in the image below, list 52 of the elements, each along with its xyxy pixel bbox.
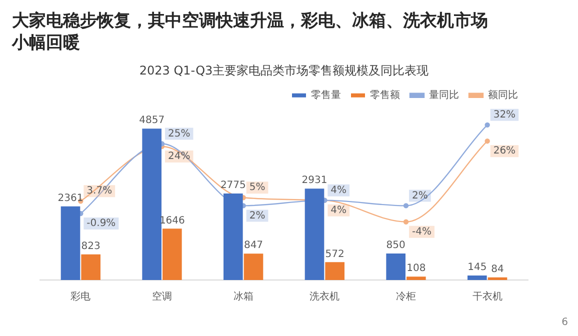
data-label: 4% [330, 204, 347, 216]
data-label: 847 [244, 240, 264, 252]
bar [142, 128, 162, 280]
legend-label: 零售额 [370, 88, 400, 101]
data-label: 2361 [58, 192, 84, 204]
x-tick-label: 洗衣机 [310, 290, 340, 303]
data-label: 145 [468, 262, 487, 274]
data-label: 5% [249, 182, 266, 194]
data-label: 2% [249, 210, 266, 222]
data-label: 108 [406, 263, 426, 274]
x-tick-label: 干衣机 [472, 290, 502, 303]
bar [60, 206, 80, 280]
bar [386, 254, 406, 280]
bar [162, 228, 182, 280]
chart-title: 大家电稳步恢复，其中空调快速升温，彩电、冰箱、洗衣机市场小幅回暖 [12, 10, 489, 54]
data-label: 823 [81, 240, 100, 252]
data-label: 26% [493, 146, 516, 157]
data-label: 4857 [139, 115, 165, 126]
x-tick-label: 空调 [152, 290, 172, 303]
point [403, 219, 409, 224]
data-label: 2% [412, 190, 428, 202]
bar [244, 254, 264, 280]
data-label: 84 [491, 264, 504, 275]
x-tick-label: 冷柜 [396, 290, 416, 303]
data-label: -0.9% [86, 218, 116, 230]
data-label: 850 [386, 240, 406, 252]
bar [224, 193, 243, 280]
legend-label: 额同比 [488, 88, 518, 101]
legend-label: 量同比 [429, 88, 459, 101]
point [484, 138, 490, 144]
data-label: -4% [412, 226, 432, 238]
bar [406, 276, 426, 280]
point [484, 122, 490, 128]
data-label: 4% [330, 184, 347, 196]
text: 6 [562, 317, 568, 328]
bar [488, 277, 508, 280]
legend-label: 零售量 [311, 88, 341, 101]
bar [81, 254, 100, 280]
bar [304, 188, 324, 280]
data-label: 3.7% [86, 186, 112, 197]
data-label: 24% [168, 151, 190, 162]
x-tick-label: 彩电 [70, 290, 91, 303]
data-label: 25% [168, 128, 190, 140]
bar [325, 262, 344, 280]
point [403, 203, 409, 208]
data-label: 572 [325, 248, 344, 260]
data-label: 2775 [220, 180, 246, 192]
x-tick-label: 冰箱 [233, 290, 254, 303]
bar [468, 275, 487, 280]
chart-subtitle: 2023 Q1-Q3主要家电品类市场零售额规模及同比表现 [139, 63, 429, 78]
data-label: 2931 [302, 175, 328, 186]
data-label: 32% [493, 110, 516, 121]
